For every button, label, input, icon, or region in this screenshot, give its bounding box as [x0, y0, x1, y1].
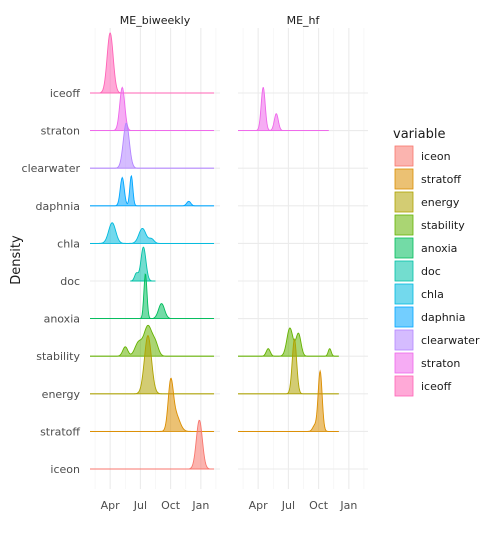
legend-key-energy	[394, 191, 414, 213]
legend-key-anoxia	[394, 237, 414, 259]
density-area-stability	[238, 327, 339, 357]
x-tick-label-oct: Oct	[309, 499, 329, 512]
x-tick-label-apr: Apr	[101, 499, 121, 512]
y-tick-label-iceon: iceon	[50, 463, 80, 476]
y-axis-title: Density	[9, 235, 24, 285]
legend-key-chla	[394, 283, 414, 305]
legend-label-straton: straton	[421, 357, 460, 370]
ridge-me-biweekly-energy	[90, 335, 214, 395]
ridge-me-biweekly-clearwater	[90, 122, 214, 169]
legend-key-stratoff	[394, 168, 414, 190]
legend-key-straton	[394, 352, 414, 374]
y-tick-label-energy: energy	[42, 388, 81, 401]
legend: variable iceon stratoff energy stability ano…	[393, 127, 480, 397]
ridge-me-hf-stratoff	[238, 369, 339, 432]
legend-label-energy: energy	[421, 196, 460, 209]
x-tick-label-apr: Apr	[249, 499, 269, 512]
x-tick-label-jul: Jul	[281, 499, 295, 512]
ridge-me-biweekly-chla	[90, 222, 214, 244]
legend-key-iceon	[394, 145, 414, 167]
legend-key-daphnia	[394, 306, 414, 328]
legend-title: variable	[393, 127, 445, 142]
y-tick-label-iceoff: iceoff	[50, 87, 81, 100]
x-tick-label-jan: Jan	[191, 499, 209, 512]
density-area-stability	[90, 325, 214, 357]
legend-key-stability	[394, 214, 414, 236]
legend-key-doc	[394, 260, 414, 282]
ridge-me-biweekly-stratoff	[90, 377, 214, 432]
ridge-me-hf-straton	[238, 87, 329, 132]
x-axis-tick-labels: Apr Jul Oct Jan Apr Jul Oct Jan	[101, 499, 358, 512]
density-area-doc	[130, 247, 156, 281]
y-tick-label-straton: straton	[41, 125, 80, 138]
legend-key-clearwater	[394, 329, 414, 351]
y-tick-label-chla: chla	[57, 237, 80, 250]
legend-label-anoxia: anoxia	[421, 242, 457, 255]
legend-items: iceon stratoff energy stability anoxia doc chl…	[394, 145, 480, 397]
density-ridges	[90, 32, 339, 470]
ridge-me-biweekly-straton	[90, 86, 214, 132]
legend-label-stability: stability	[421, 219, 465, 232]
density-area-straton	[90, 87, 214, 131]
density-area-straton	[238, 87, 329, 131]
legend-key-iceoff	[394, 375, 414, 397]
legend-label-clearwater: clearwater	[421, 334, 480, 347]
ridge-me-biweekly-doc	[130, 246, 156, 282]
y-tick-label-daphnia: daphnia	[36, 200, 80, 213]
panel-title-me-biweekly: ME_biweekly	[120, 14, 191, 27]
y-tick-label-doc: doc	[60, 275, 80, 288]
density-area-iceon	[90, 420, 214, 469]
x-tick-label-jan: Jan	[339, 499, 357, 512]
density-area-chla	[90, 222, 214, 244]
ridge-me-biweekly-daphnia	[90, 174, 214, 207]
ridge-me-biweekly-iceoff	[90, 32, 214, 94]
legend-label-stratoff: stratoff	[421, 173, 461, 186]
y-axis-tick-labels: iceon stratoff energy stability anoxia doc chl…	[22, 87, 81, 476]
legend-label-chla: chla	[421, 288, 444, 301]
legend-label-iceon: iceon	[421, 150, 451, 163]
panel-title-me-hf: ME_hf	[287, 14, 321, 27]
ridge-me-biweekly-stability	[90, 324, 214, 357]
ridge-me-biweekly-iceon	[90, 419, 214, 470]
x-tick-label-oct: Oct	[161, 499, 181, 512]
y-tick-label-stratoff: stratoff	[40, 425, 80, 438]
legend-label-daphnia: daphnia	[421, 311, 465, 324]
x-tick-label-jul: Jul	[133, 499, 147, 512]
ridge-me-hf-stability	[238, 327, 339, 357]
y-tick-label-clearwater: clearwater	[22, 162, 81, 175]
y-tick-label-stability: stability	[36, 350, 80, 363]
y-tick-label-anoxia: anoxia	[44, 313, 80, 326]
legend-label-doc: doc	[421, 265, 441, 278]
density-area-stratoff	[238, 371, 339, 432]
ridge-me-biweekly-anoxia	[90, 273, 214, 320]
legend-label-iceoff: iceoff	[421, 380, 452, 393]
